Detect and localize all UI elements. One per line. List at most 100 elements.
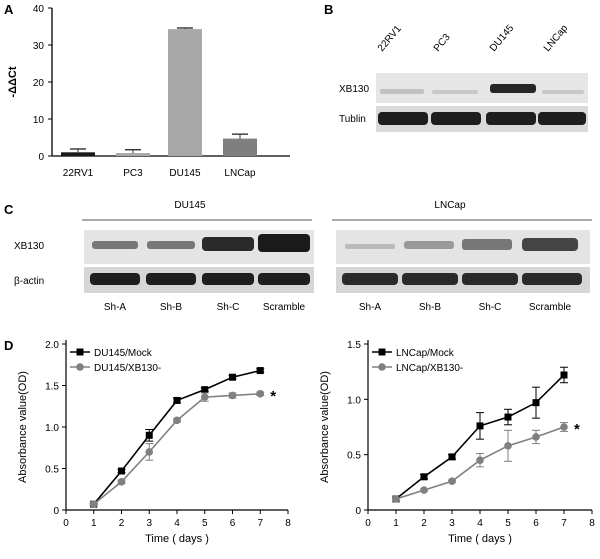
- x-tick-label: PC3: [123, 168, 143, 179]
- panel-label-a: A: [4, 2, 14, 17]
- row-label-xb130: XB130: [339, 84, 369, 95]
- band: [432, 90, 478, 94]
- y-tick-label: 40: [33, 4, 45, 15]
- data-point: [200, 393, 209, 401]
- band: [486, 112, 536, 125]
- legend-marker: [76, 363, 84, 371]
- lane-label-du145: DU145: [488, 23, 517, 54]
- data-point: [392, 495, 400, 503]
- bar-lncap: [223, 138, 257, 156]
- bar-du145: [168, 29, 202, 157]
- data-point: [504, 413, 512, 421]
- lane-label: Sh-A: [359, 302, 382, 313]
- data-point: [420, 473, 428, 481]
- y-ticks: 0 10 20 30 40: [33, 4, 52, 163]
- data-point: [504, 442, 512, 450]
- bar-chart-expression: 0 10 20 30 40 22RV1 PC3 DU145 LNCap -ΔΔCt: [7, 4, 290, 179]
- line-chart-lncap: 0 0.5 1.0 1.5 0 1 2 3 4 5 6 7 8 Time ( days ) Absorban…: [319, 340, 595, 545]
- data-point: [89, 500, 98, 508]
- y-tick-label: 1.5: [45, 382, 59, 393]
- x-tick-label: 0: [365, 518, 371, 529]
- band: [462, 239, 512, 250]
- legend-label: LNCap/XB130-: [396, 363, 463, 374]
- lane-label: Scramble: [263, 302, 306, 313]
- band: [92, 241, 138, 249]
- row-label-xb130: XB130: [14, 241, 44, 252]
- x-tick-label: 4: [477, 518, 483, 529]
- x-tick-label: DU145: [169, 168, 201, 179]
- data-point: [532, 399, 540, 407]
- data-point: [117, 477, 126, 486]
- y-tick-label: 0.5: [347, 451, 361, 462]
- legend-label: DU145/XB130-: [94, 363, 161, 374]
- legend-label: LNCap/Mock: [396, 348, 455, 359]
- significance-asterisk: *: [270, 388, 276, 405]
- band: [202, 237, 254, 251]
- data-point: [448, 453, 456, 461]
- panel-label-d: D: [4, 338, 13, 353]
- x-tick-labels: 22RV1 PC3 DU145 LNCap: [63, 168, 256, 179]
- y-tick-label: 20: [33, 78, 45, 89]
- panel-label-b: B: [324, 2, 333, 17]
- x-tick-label: 7: [561, 518, 567, 529]
- band: [402, 273, 458, 285]
- lane-label: Sh-C: [217, 302, 240, 313]
- x-tick-label: 2: [119, 518, 125, 529]
- y-tick-label: 1.5: [347, 340, 361, 351]
- data-point: [173, 416, 181, 425]
- bar-pc3: [116, 153, 150, 156]
- band: [462, 273, 518, 285]
- data-point: [420, 486, 428, 494]
- lane-label: Sh-A: [104, 302, 127, 313]
- band: [146, 273, 196, 285]
- band: [147, 241, 195, 249]
- blot-strip-xb130: [376, 73, 588, 103]
- data-point: [145, 431, 153, 439]
- data-point: [118, 467, 125, 475]
- x-tick-label: 1: [393, 518, 399, 529]
- x-tick-label: 6: [533, 518, 539, 529]
- row-label-beta-actin: β-actin: [14, 276, 44, 287]
- y-axis-label: -ΔΔCt: [7, 66, 19, 97]
- lane-label-22rv1: 22RV1: [376, 23, 404, 54]
- data-point: [476, 422, 484, 430]
- x-tick-label: 5: [505, 518, 511, 529]
- data-point: [256, 367, 264, 375]
- band: [258, 273, 310, 285]
- y-tick-label: 0: [53, 506, 59, 517]
- y-tick-label: 0: [355, 506, 361, 517]
- y-tick-label: 1.0: [347, 395, 361, 406]
- data-point: [560, 423, 568, 431]
- series-line: [93, 393, 261, 505]
- y-axis-label: Absorbance value(OD): [17, 371, 29, 483]
- lane-label: Scramble: [529, 302, 572, 313]
- band: [431, 112, 481, 125]
- x-tick-label: 5: [202, 518, 208, 529]
- x-tick-label: 8: [589, 518, 595, 529]
- bars: [61, 27, 257, 157]
- data-point: [228, 391, 237, 400]
- band: [490, 84, 536, 93]
- legend-marker: [76, 348, 84, 356]
- band: [538, 112, 586, 125]
- significance-asterisk: *: [574, 421, 580, 438]
- band: [542, 90, 584, 94]
- lane-label: Sh-B: [419, 302, 442, 313]
- western-blot-knockdown: DU145 LNCap XB130 β-actin Sh-A Sh-B Sh-C Sc…: [14, 200, 592, 313]
- x-tick-label: 0: [63, 518, 69, 529]
- band: [342, 273, 398, 285]
- bar-22rv1: [61, 152, 95, 156]
- x-tick-label: 8: [285, 518, 291, 529]
- x-tick-label: 3: [146, 518, 152, 529]
- band: [202, 273, 254, 285]
- band: [258, 234, 310, 252]
- band: [380, 89, 424, 94]
- x-axis-label: Time ( days ): [448, 533, 512, 545]
- x-tick-label: 6: [230, 518, 236, 529]
- band: [522, 273, 582, 285]
- data-point: [145, 448, 154, 456]
- band: [90, 273, 140, 285]
- y-tick-label: 10: [33, 115, 45, 126]
- x-tick-label: 22RV1: [63, 168, 94, 179]
